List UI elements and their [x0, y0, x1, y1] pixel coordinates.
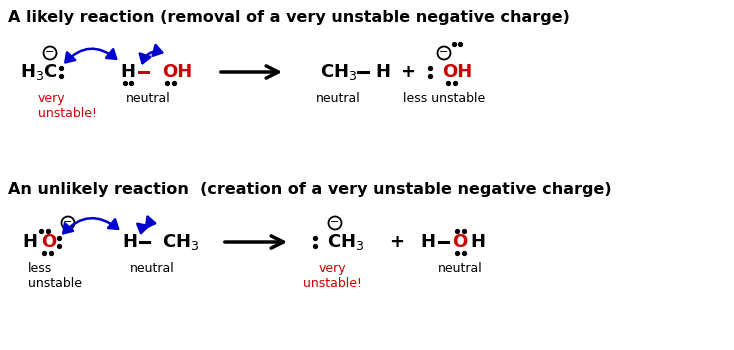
Text: A likely reaction (removal of a very unstable negative charge): A likely reaction (removal of a very uns… — [8, 10, 570, 25]
Text: CH$_3$: CH$_3$ — [320, 62, 357, 82]
Text: −: − — [63, 217, 73, 228]
FancyArrowPatch shape — [137, 217, 155, 233]
Text: H: H — [470, 233, 485, 251]
Text: An unlikely reaction  (creation of a very unstable negative charge): An unlikely reaction (creation of a very… — [8, 182, 611, 197]
Text: +: + — [390, 233, 404, 251]
Text: neutral: neutral — [437, 262, 482, 275]
Text: less unstable: less unstable — [403, 92, 485, 105]
Text: −: − — [440, 48, 448, 57]
Text: OH: OH — [162, 63, 192, 81]
Text: O: O — [41, 233, 57, 251]
Text: O: O — [452, 233, 468, 251]
Text: neutral: neutral — [130, 262, 175, 275]
Text: very
unstable!: very unstable! — [302, 262, 362, 290]
Text: −: − — [330, 217, 340, 228]
Text: H: H — [375, 63, 390, 81]
Text: H: H — [120, 63, 136, 81]
Text: very
unstable!: very unstable! — [38, 92, 97, 120]
Text: −: − — [46, 48, 55, 57]
Text: less
unstable: less unstable — [28, 262, 82, 290]
FancyArrowPatch shape — [65, 49, 116, 62]
Text: OH: OH — [442, 63, 472, 81]
Text: H: H — [23, 233, 37, 251]
Text: CH$_3$: CH$_3$ — [162, 232, 200, 252]
Text: H: H — [123, 233, 137, 251]
Text: H$_3$C: H$_3$C — [20, 62, 58, 82]
Text: neutral: neutral — [316, 92, 360, 105]
Text: neutral: neutral — [126, 92, 170, 105]
Text: H: H — [421, 233, 435, 251]
FancyArrowPatch shape — [63, 218, 118, 233]
Text: +: + — [401, 63, 415, 81]
FancyArrowPatch shape — [139, 45, 162, 63]
Text: CH$_3$: CH$_3$ — [327, 232, 364, 252]
